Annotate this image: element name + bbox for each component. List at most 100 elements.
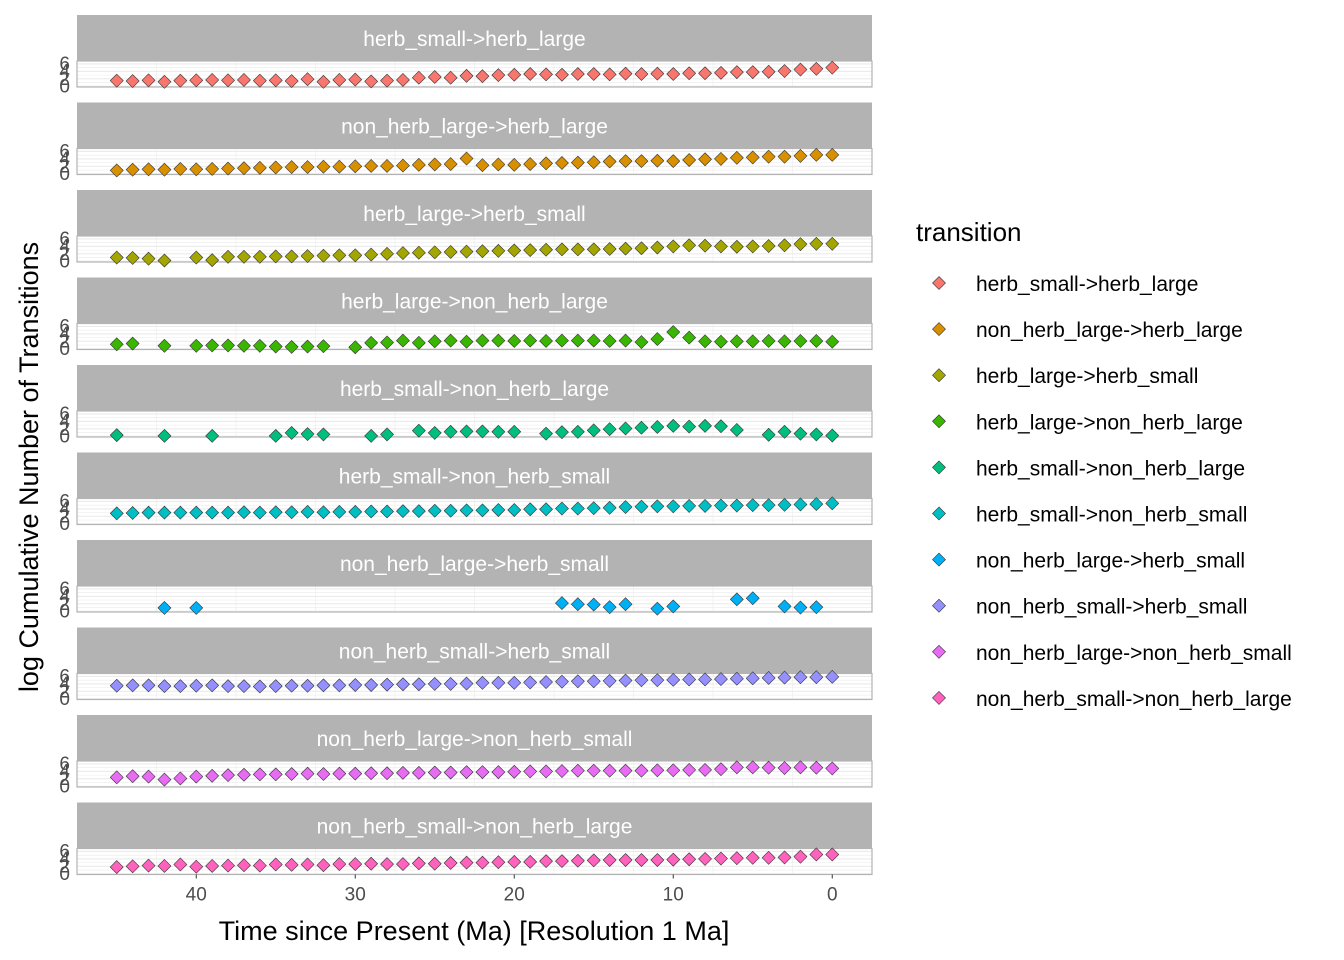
data-point <box>268 505 283 520</box>
data-point <box>459 676 474 691</box>
data-point <box>682 66 697 81</box>
data-point <box>348 159 363 174</box>
data-point <box>125 678 140 693</box>
data-point <box>459 151 474 166</box>
data-point <box>698 672 712 687</box>
data-point <box>698 152 712 167</box>
data-point <box>634 853 649 867</box>
data-point <box>125 506 140 520</box>
y-tick-label: 6 <box>59 141 70 162</box>
data-point <box>586 674 601 689</box>
data-point <box>761 850 776 865</box>
data-point <box>682 672 697 687</box>
data-point <box>268 73 283 88</box>
y-tick-label: 2 <box>59 681 70 702</box>
data-point <box>602 154 617 169</box>
data-point <box>825 761 840 776</box>
data-point <box>284 857 299 872</box>
data-point <box>491 503 506 517</box>
data-point <box>634 420 649 435</box>
data-point <box>221 338 235 353</box>
data-point <box>507 243 522 258</box>
y-tick-label: 2 <box>59 594 70 615</box>
data-point <box>205 428 220 443</box>
data-point <box>332 248 347 263</box>
data-point <box>300 427 315 441</box>
panel-border <box>76 585 873 613</box>
data-point <box>411 765 426 780</box>
data-point <box>777 761 792 775</box>
data-point <box>602 763 617 778</box>
facet-strip-label: non_herb_large->herb_small <box>340 553 609 576</box>
y-tick-label: 0 <box>59 689 70 710</box>
legend-key <box>932 414 946 429</box>
y-tick-label: 4 <box>59 236 70 257</box>
data-point <box>380 857 394 872</box>
data-point <box>523 854 538 869</box>
legend-item: non_herb_large->non_herb_small <box>932 642 1292 665</box>
data-point <box>380 677 394 692</box>
facet-strip <box>77 452 872 499</box>
data-point <box>523 675 538 690</box>
data-point <box>745 65 760 80</box>
facet-strip <box>77 102 872 149</box>
data-point <box>443 333 458 348</box>
data-point <box>793 334 808 348</box>
data-point <box>459 503 474 518</box>
data-point <box>396 246 410 261</box>
y-tick-label: 0 <box>59 164 70 185</box>
data-point <box>491 855 506 870</box>
data-point <box>125 250 140 265</box>
panel-border <box>76 672 873 701</box>
data-point <box>364 678 379 692</box>
legend-item: non_herb_large->herb_large <box>932 319 1243 342</box>
data-point <box>364 856 379 871</box>
data-point <box>284 678 299 693</box>
data-point <box>555 764 569 778</box>
data-point <box>586 423 601 438</box>
data-point <box>189 338 204 353</box>
y-tick-label: 6 <box>59 666 70 687</box>
data-point <box>539 426 553 441</box>
data-point <box>666 672 681 687</box>
legend-item: herb_small->non_herb_small <box>932 504 1247 527</box>
y-tick-label: 2 <box>59 331 70 352</box>
data-point <box>682 153 697 167</box>
data-point <box>714 334 728 349</box>
data-point <box>507 334 522 348</box>
data-point <box>443 424 458 439</box>
data-point <box>396 504 410 519</box>
data-point <box>443 503 458 518</box>
data-point <box>825 669 840 684</box>
data-point <box>268 249 283 264</box>
data-point <box>125 336 140 351</box>
data-point <box>237 679 251 694</box>
data-point <box>539 502 553 517</box>
x-axis: 40 30 20 10 0 <box>186 874 838 906</box>
panel-border <box>76 410 873 438</box>
data-point <box>221 679 235 694</box>
panel-border <box>76 847 873 876</box>
y-tick-label: 2 <box>59 69 70 90</box>
data-point <box>475 333 490 348</box>
y-tick-label: 2 <box>59 856 70 877</box>
data-point <box>157 428 172 443</box>
data-point <box>523 764 538 779</box>
data-point <box>682 330 697 345</box>
data-point <box>777 670 792 685</box>
facet-strip <box>77 802 872 849</box>
data-point <box>729 239 744 254</box>
y-tick-label: 6 <box>59 229 70 250</box>
legend-key <box>932 690 946 705</box>
y-tick-label: 2 <box>59 769 70 790</box>
data-point <box>364 766 379 781</box>
panel-border <box>76 147 873 176</box>
data-point <box>666 239 681 254</box>
data-point <box>157 253 172 268</box>
data-point <box>332 159 347 174</box>
data-point <box>650 153 665 168</box>
facet-panels: herb_small->herb_large6420non_herb_large… <box>59 15 873 885</box>
data-point <box>555 674 569 689</box>
